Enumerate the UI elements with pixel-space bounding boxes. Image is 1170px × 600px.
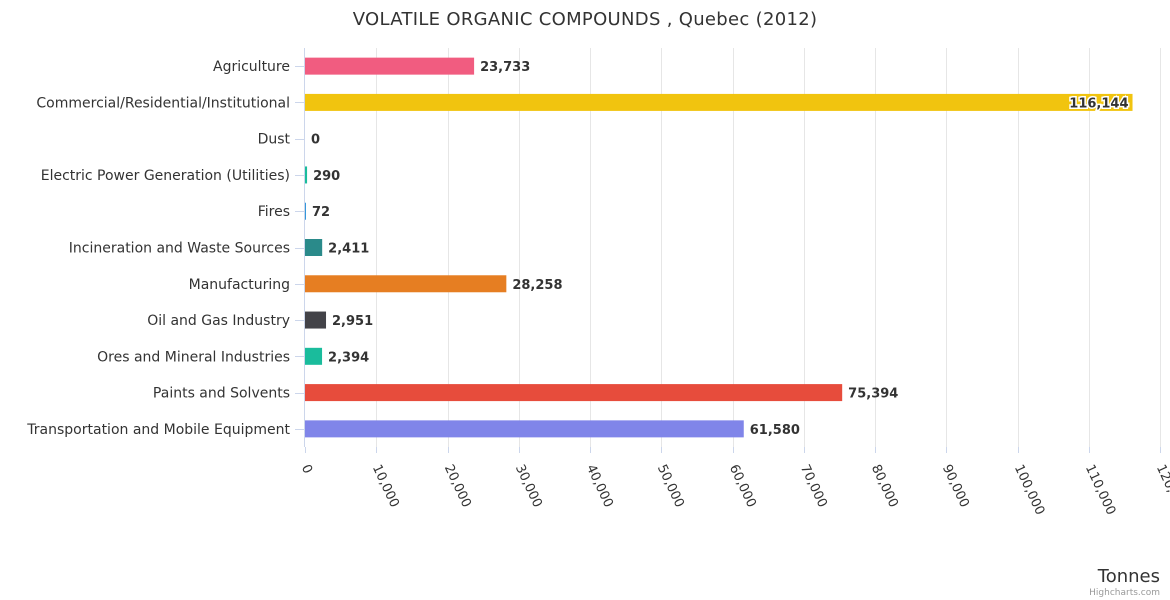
category-label: Paints and Solvents (153, 386, 290, 402)
x-tick-label: 100,000 (1011, 462, 1047, 517)
x-tick-label: 40,000 (583, 462, 616, 510)
bar[interactable] (305, 420, 744, 438)
data-label: 0 (311, 133, 320, 148)
data-label: 116,144 (1069, 96, 1128, 111)
bar[interactable] (305, 239, 323, 256)
bar[interactable] (305, 93, 1133, 111)
credits-link[interactable]: Highcharts.com (1089, 588, 1160, 598)
x-tick-label: 70,000 (797, 462, 830, 510)
x-tick-label: 50,000 (654, 462, 687, 510)
category-label: Ores and Mineral Industries (97, 349, 290, 365)
x-tick-label: 20,000 (441, 462, 474, 510)
bar-layer (305, 57, 1133, 438)
category-label: Fires (258, 204, 290, 220)
category-label: Commercial/Residential/Institutional (36, 95, 290, 111)
x-tick-label: 120,000 (1153, 462, 1170, 517)
data-label: 28,258 (512, 278, 562, 293)
bar[interactable] (305, 347, 323, 365)
x-tick-label: 80,000 (868, 462, 901, 510)
grid-layer (376, 48, 1161, 447)
category-label: Manufacturing (189, 277, 290, 293)
x-tick-label: 0 (298, 462, 315, 476)
category-label: Dust (258, 132, 291, 148)
x-tick-label: 90,000 (939, 462, 972, 510)
label-layer: Agriculture 23,733 Commercial/Residential/… (26, 59, 1130, 438)
category-label: Electric Power Generation (Utilities) (41, 168, 290, 184)
chart-title: VOLATILE ORGANIC COMPOUNDS , Quebec (201… (353, 9, 818, 30)
x-tick-label: 110,000 (1082, 462, 1118, 517)
bar[interactable] (305, 275, 507, 293)
data-label: 75,394 (848, 387, 898, 402)
category-label: Transportation and Mobile Equipment (26, 422, 290, 438)
bar[interactable] (305, 311, 327, 329)
bar[interactable] (305, 166, 308, 184)
x-axis-title: Tonnes (1097, 566, 1160, 587)
data-label: 72 (312, 205, 330, 220)
x-tick-label: 30,000 (512, 462, 545, 510)
data-label: 61,580 (750, 423, 800, 438)
bar[interactable] (305, 384, 843, 402)
data-label: 23,733 (480, 60, 530, 75)
bar[interactable] (305, 57, 475, 75)
category-label: Agriculture (213, 59, 290, 75)
x-tick-label: 60,000 (726, 462, 759, 510)
category-label: Oil and Gas Industry (147, 313, 290, 329)
x-tick-label: 10,000 (369, 462, 402, 510)
data-label: 2,411 (328, 242, 369, 257)
data-label: 2,394 (328, 350, 369, 365)
data-label: 2,951 (332, 314, 373, 329)
bar[interactable] (305, 202, 306, 220)
data-label: 290 (313, 169, 340, 184)
category-label: Incineration and Waste Sources (69, 241, 290, 257)
